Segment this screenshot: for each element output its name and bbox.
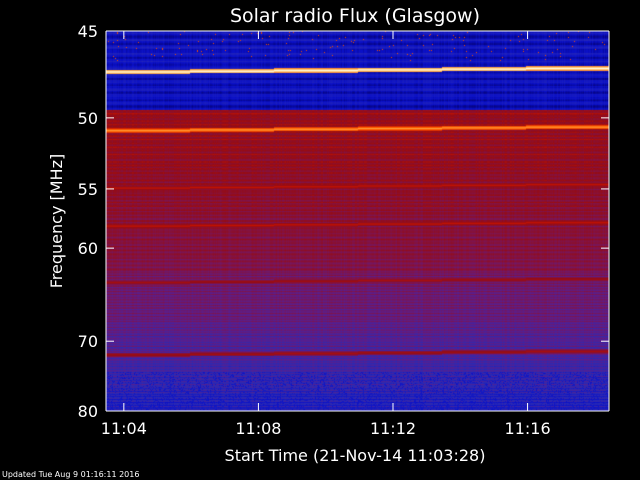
y-axis-label: Frequency [MHz] [47,154,66,288]
plot-area [106,31,609,411]
x-tick-label: 11:08 [235,419,281,438]
y-tick-label: 60 [78,239,98,258]
updated-footer: Updated Tue Aug 9 01:16:11 2016 [2,470,140,479]
chart-title: Solar radio Flux (Glasgow) [230,5,480,27]
y-tick-label: 80 [78,402,98,421]
y-axis: 45 50 55 60 70 80 [78,22,610,421]
x-axis-label: Start Time (21-Nov-14 11:03:28) [225,446,486,465]
x-tick-label: 11:04 [101,419,147,438]
x-tick-label: 11:16 [505,419,551,438]
y-tick-label: 55 [78,180,98,199]
x-axis: 11:04 11:08 11:12 11:16 [101,30,609,438]
y-tick-label: 45 [78,22,98,41]
x-tick-label: 11:12 [370,419,416,438]
heatmap-image [106,31,609,411]
y-tick-label: 50 [78,109,98,128]
y-tick-label: 70 [78,332,98,351]
